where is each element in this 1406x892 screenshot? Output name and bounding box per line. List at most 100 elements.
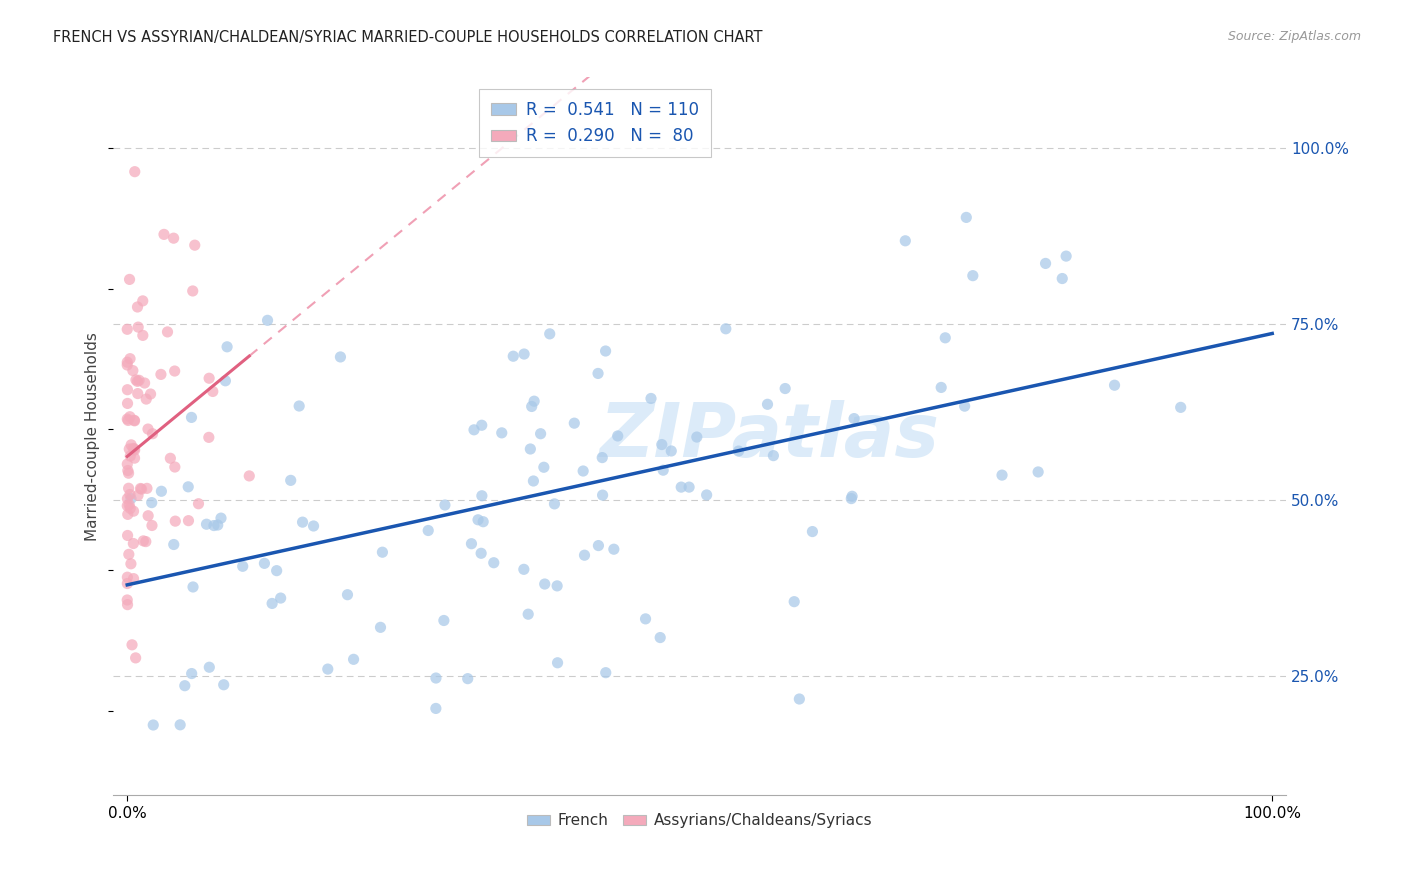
Point (207, 518, 229, 533)
Text: Source: ZipAtlas.com: Source: ZipAtlas.com (1227, 30, 1361, 44)
Point (117, 463, 139, 477)
Point (371, 545, 394, 559)
Point (127, 488, 149, 502)
Point (513, 347, 536, 361)
Point (592, 488, 614, 502)
Point (181, 580, 204, 594)
Point (522, 474, 544, 488)
Point (640, 392, 662, 406)
Point (517, 607, 540, 622)
Point (783, 595, 806, 609)
Point (198, 430, 221, 444)
Point (302, 519, 325, 533)
Point (117, 528, 139, 542)
Legend: French, Assyrians/Chaldeans/Syriacs: French, Assyrians/Chaldeans/Syriacs (520, 807, 879, 834)
Point (177, 480, 200, 494)
Point (433, 614, 456, 628)
Point (533, 460, 555, 475)
Point (118, 442, 141, 456)
Point (117, 491, 139, 506)
Point (418, 524, 440, 538)
Point (291, 515, 314, 529)
Point (262, 597, 284, 611)
Point (342, 652, 364, 666)
Point (120, 491, 142, 506)
Point (652, 463, 675, 477)
Point (962, 268, 984, 283)
Point (762, 449, 785, 463)
Point (1026, 465, 1049, 479)
Point (163, 364, 186, 378)
Point (150, 484, 173, 499)
Point (470, 546, 492, 560)
Point (117, 383, 139, 397)
Point (115, 358, 138, 372)
Point (149, 368, 172, 382)
Point (214, 374, 236, 388)
Point (132, 293, 155, 308)
Point (217, 340, 239, 354)
Point (238, 469, 260, 483)
Point (256, 313, 278, 327)
Point (894, 234, 917, 248)
Point (122, 413, 145, 427)
Point (266, 564, 288, 578)
Point (520, 400, 543, 414)
Point (117, 570, 139, 584)
Point (991, 468, 1014, 483)
Point (934, 331, 956, 345)
Point (124, 651, 146, 665)
Point (118, 547, 141, 561)
Point (134, 376, 156, 390)
Point (121, 363, 143, 377)
Point (1104, 378, 1126, 392)
Point (651, 437, 673, 451)
Point (841, 489, 863, 503)
Point (316, 662, 339, 676)
Point (117, 508, 139, 522)
Point (122, 572, 145, 586)
Point (603, 542, 626, 557)
Point (117, 355, 139, 369)
Point (659, 444, 682, 458)
Point (502, 349, 524, 363)
Point (773, 382, 796, 396)
Point (491, 425, 513, 440)
Point (953, 399, 976, 413)
Point (425, 671, 447, 685)
Point (117, 598, 139, 612)
Point (162, 231, 184, 245)
Point (141, 426, 163, 441)
Point (482, 556, 505, 570)
Point (117, 467, 139, 481)
Point (595, 344, 617, 359)
Point (201, 384, 224, 399)
Point (714, 322, 737, 336)
Point (118, 272, 141, 286)
Point (546, 579, 568, 593)
Point (184, 238, 207, 252)
Point (124, 451, 146, 466)
Point (686, 430, 709, 444)
Point (463, 423, 485, 437)
Point (163, 537, 186, 551)
Point (195, 517, 218, 532)
Point (457, 672, 479, 686)
Point (117, 412, 139, 426)
Point (131, 482, 153, 496)
Point (543, 497, 565, 511)
Y-axis label: Married-couple Households: Married-couple Households (86, 332, 100, 541)
Point (117, 457, 139, 471)
Point (135, 392, 157, 406)
Point (117, 481, 139, 495)
Point (198, 660, 221, 674)
Point (198, 371, 221, 385)
Point (115, 593, 138, 607)
Point (650, 631, 672, 645)
Point (253, 557, 276, 571)
Point (120, 449, 142, 463)
Point (209, 511, 232, 525)
Text: ZIPatlas: ZIPatlas (600, 400, 941, 473)
Point (671, 480, 693, 494)
Point (467, 513, 489, 527)
